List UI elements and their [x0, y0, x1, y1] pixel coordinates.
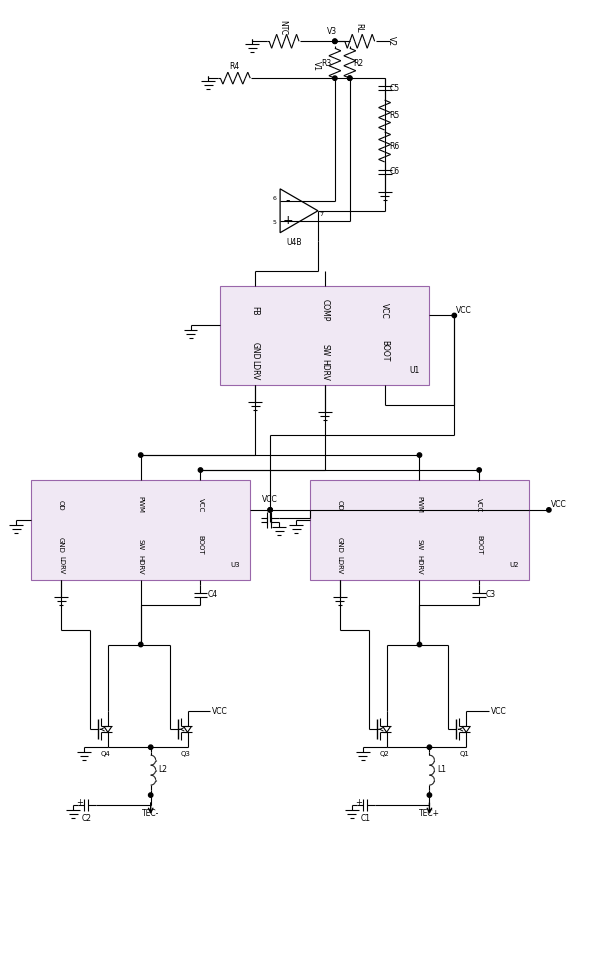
Text: 6: 6: [272, 196, 276, 201]
Text: OD: OD: [58, 500, 64, 511]
Text: U3: U3: [230, 561, 240, 568]
Text: +: +: [76, 798, 84, 807]
Text: R3: R3: [321, 58, 331, 68]
Circle shape: [148, 745, 153, 749]
Text: Q4: Q4: [101, 751, 111, 757]
Text: RL: RL: [355, 22, 363, 33]
Text: TEC+: TEC+: [419, 809, 440, 817]
Text: +: +: [355, 798, 362, 807]
Text: HDRV: HDRV: [321, 359, 330, 381]
Circle shape: [268, 508, 272, 513]
Text: R2: R2: [354, 58, 364, 68]
Text: R5: R5: [390, 110, 400, 120]
Text: BOOT: BOOT: [476, 535, 482, 555]
Circle shape: [348, 76, 352, 80]
Circle shape: [418, 453, 422, 457]
Text: SW: SW: [138, 539, 144, 551]
Text: TEC-: TEC-: [142, 809, 159, 817]
Text: PWM: PWM: [416, 496, 422, 513]
Text: -: -: [286, 194, 290, 207]
Text: V3: V3: [327, 27, 337, 35]
Text: VCC: VCC: [198, 498, 204, 512]
Bar: [221, 285, 430, 385]
Text: V2: V2: [387, 36, 396, 46]
Circle shape: [139, 642, 143, 647]
Circle shape: [333, 39, 337, 43]
Text: R6: R6: [390, 143, 400, 151]
Text: C1: C1: [361, 813, 371, 823]
Circle shape: [333, 76, 337, 80]
Text: VCC: VCC: [213, 707, 228, 716]
Text: +: +: [283, 215, 293, 227]
Text: U2: U2: [509, 561, 519, 568]
Text: LDRV: LDRV: [251, 360, 260, 380]
Text: VCC: VCC: [380, 303, 389, 318]
Circle shape: [268, 508, 272, 513]
Text: L2: L2: [158, 764, 167, 774]
Text: NTC: NTC: [279, 20, 288, 34]
Text: LDRV: LDRV: [58, 556, 64, 574]
Text: C3: C3: [486, 590, 496, 599]
Text: HDRV: HDRV: [138, 555, 144, 575]
Text: VCC: VCC: [262, 495, 278, 505]
Text: VCC: VCC: [491, 707, 507, 716]
Text: V1: V1: [313, 61, 321, 71]
Text: SW: SW: [321, 344, 330, 356]
Text: C5: C5: [390, 83, 399, 93]
Text: SW: SW: [416, 539, 422, 551]
Text: C6: C6: [390, 168, 399, 176]
Text: LDRV: LDRV: [337, 556, 343, 574]
Circle shape: [452, 313, 456, 318]
Text: 5: 5: [272, 220, 276, 225]
Circle shape: [427, 793, 431, 797]
Circle shape: [198, 468, 202, 472]
Text: VCC: VCC: [551, 500, 567, 510]
Text: Q1: Q1: [459, 751, 469, 757]
Text: C4: C4: [207, 590, 218, 599]
Text: GND: GND: [251, 342, 260, 359]
Text: U1: U1: [410, 366, 419, 375]
Text: BOOT: BOOT: [380, 340, 389, 361]
Text: VCC: VCC: [456, 306, 472, 315]
Text: VCC: VCC: [476, 498, 482, 512]
Text: BOOT: BOOT: [198, 535, 204, 555]
Bar: [310, 480, 529, 580]
Text: GND: GND: [337, 536, 343, 553]
Circle shape: [418, 642, 422, 647]
Text: OD: OD: [337, 500, 343, 511]
Text: 7: 7: [320, 213, 324, 217]
Text: HDRV: HDRV: [416, 555, 422, 575]
Circle shape: [477, 468, 481, 472]
Text: FB: FB: [251, 306, 260, 315]
Circle shape: [547, 508, 551, 513]
Text: R4: R4: [229, 61, 239, 71]
Text: U4B: U4B: [286, 239, 302, 247]
Circle shape: [148, 793, 153, 797]
Text: C2: C2: [82, 813, 92, 823]
Bar: [32, 480, 250, 580]
Text: Q3: Q3: [181, 751, 190, 757]
Circle shape: [139, 453, 143, 457]
Circle shape: [348, 76, 352, 80]
Text: GND: GND: [58, 536, 64, 553]
Text: L1: L1: [437, 764, 446, 774]
Text: PWM: PWM: [138, 496, 144, 513]
Circle shape: [427, 745, 431, 749]
Text: COMP: COMP: [321, 299, 330, 322]
Text: Q2: Q2: [380, 751, 390, 757]
Circle shape: [333, 39, 337, 43]
